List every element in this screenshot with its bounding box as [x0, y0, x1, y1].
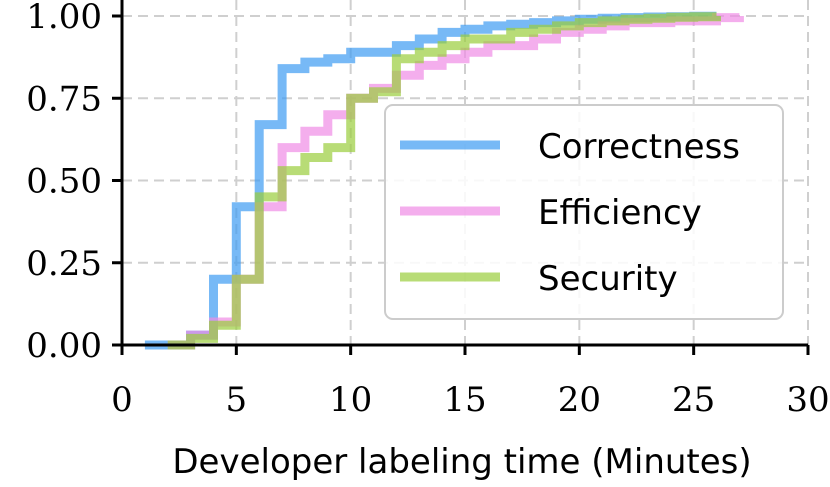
x-tick-label: 20 — [558, 380, 601, 420]
legend-label-efficiency: Efficiency — [538, 193, 702, 233]
x-axis-label: Developer labeling time (Minutes) — [172, 442, 751, 482]
y-tick-label: 0.25 — [26, 244, 102, 284]
x-tick-label: 25 — [672, 380, 715, 420]
y-tick-label: 0.00 — [26, 326, 102, 366]
x-tick-label: 30 — [786, 380, 829, 420]
x-tick-label: 5 — [226, 380, 248, 420]
legend-label-correctness: Correctness — [538, 127, 740, 167]
y-tick-label: 1.00 — [26, 0, 102, 37]
legend-label-security: Security — [538, 259, 678, 299]
legend: Correctness Efficiency Security — [384, 104, 784, 320]
y-tick-label: 0.75 — [26, 79, 102, 119]
x-tick-label: 0 — [111, 380, 133, 420]
legend-box — [384, 104, 784, 320]
tick-layer: 0 5 10 15 20 25 30 0.00 0.25 0.50 0.75 1.00 — [26, 0, 829, 420]
x-tick-label: 15 — [443, 380, 486, 420]
y-tick-label: 0.50 — [26, 162, 102, 202]
x-tick-label: 10 — [329, 380, 372, 420]
series-line-security — [167, 12, 721, 350]
series-layer — [144, 11, 744, 350]
